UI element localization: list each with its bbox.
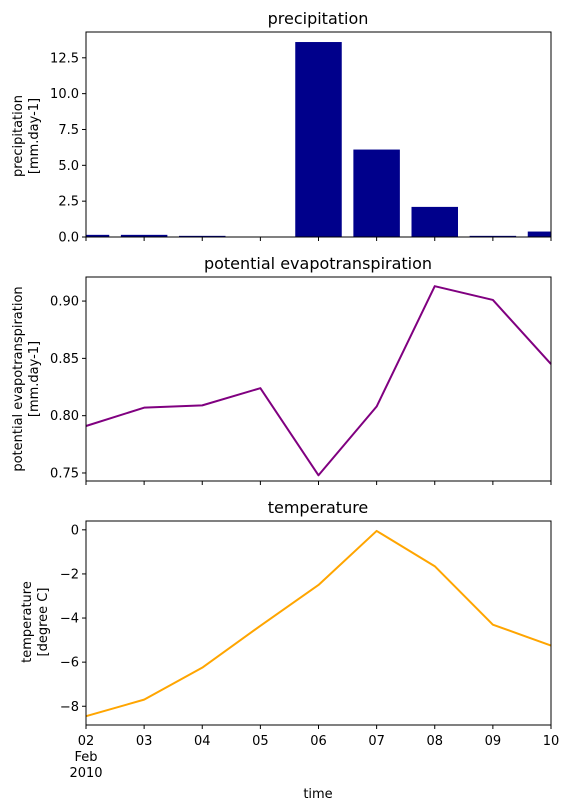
y-tick-label: 0 — [71, 523, 79, 538]
x-tick-label: 05 — [252, 734, 269, 749]
x-tick-label: 08 — [426, 734, 443, 749]
bar — [86, 234, 110, 237]
y-tick-label: 0.80 — [50, 409, 79, 424]
y-axis-label-line-2: [mm.day-1] — [27, 341, 42, 417]
y-tick-label: 5.0 — [58, 159, 79, 174]
x-tick-label: 09 — [485, 734, 502, 749]
temperature-panel: temperature temperature [degree C] −8−6−… — [20, 498, 552, 729]
bar — [469, 235, 517, 237]
y-axis-label-line-2: [degree C] — [36, 588, 51, 657]
x-tick-label: 07 — [368, 734, 385, 749]
chart-title: temperature — [268, 498, 369, 517]
x-tick-label: 06 — [310, 734, 327, 749]
x-axis-title: time — [303, 787, 332, 802]
y-tick-label: −4 — [60, 612, 79, 627]
y-tick-label: 10.0 — [50, 87, 79, 102]
x-tick-label: 04 — [194, 734, 211, 749]
y-axis-label-line-2: [mm.day-1] — [27, 98, 42, 174]
bar — [411, 206, 458, 237]
bar — [179, 235, 226, 237]
axes-frame — [85, 31, 552, 238]
x-axis-month-label: Feb — [74, 750, 97, 765]
y-tick-label: 7.5 — [58, 123, 79, 138]
y-tick-label: 0.90 — [50, 295, 79, 310]
evapotranspiration-panel: potential evapotranspiration potential e… — [11, 254, 552, 485]
y-tick-label: 2.5 — [58, 195, 79, 210]
axes-frame — [85, 276, 552, 482]
y-axis-label-line-1: potential evapotranspiration — [11, 286, 26, 471]
x-axis-labels: 02 03 04 05 06 07 08 09 10 — [78, 734, 560, 749]
chart-title: precipitation — [268, 9, 369, 28]
axes-frame — [85, 520, 552, 726]
series-line — [85, 285, 552, 477]
y-tick-label: 12.5 — [50, 51, 79, 66]
bar — [120, 234, 168, 237]
y-tick-label: 0.75 — [50, 466, 79, 481]
series-line — [85, 529, 552, 718]
bar — [527, 231, 551, 237]
plot-area: 0.75 0.80 0.85 0.90 — [50, 285, 552, 485]
y-tick-label: −8 — [60, 700, 79, 715]
x-tick-label: 02 — [78, 734, 95, 749]
y-tick-label: −2 — [60, 567, 79, 582]
y-axis-label-line-1: temperature — [20, 581, 35, 663]
y-tick-label: −6 — [60, 656, 79, 671]
bar — [295, 42, 342, 237]
precipitation-panel: precipitation precipitation [mm.day-1] 0… — [11, 9, 552, 246]
chart-title: potential evapotranspiration — [204, 254, 432, 273]
plot-area: −8 −6 −4 −2 0 — [60, 523, 552, 729]
x-axis-year-label: 2010 — [69, 766, 102, 781]
y-axis-label-line-1: precipitation — [11, 95, 26, 177]
plot-area: 0.0 2.5 5.0 7.5 10.0 12.5 — [50, 42, 552, 246]
y-tick-label: 0.0 — [58, 231, 79, 246]
x-tick-label: 03 — [136, 734, 153, 749]
x-tick-label: 10 — [543, 734, 560, 749]
bar — [353, 149, 400, 237]
y-tick-label: 0.85 — [50, 352, 79, 367]
